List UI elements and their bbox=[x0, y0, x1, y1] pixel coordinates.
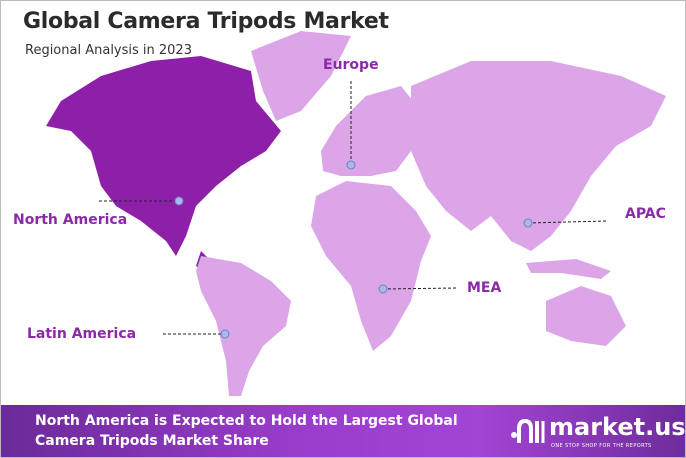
label-mea: MEA bbox=[467, 280, 502, 296]
asia-shape bbox=[411, 61, 666, 251]
footer-banner: North America is Expected to Hold the La… bbox=[1, 405, 685, 457]
label-latin-america: Latin America bbox=[27, 326, 137, 342]
north-america-shape bbox=[46, 56, 281, 286]
europe-shape bbox=[321, 86, 421, 176]
market-us-logo-icon bbox=[511, 418, 545, 443]
australia-shape bbox=[546, 286, 626, 346]
page-title: Global Camera Tripods Market bbox=[23, 9, 389, 34]
mea-leader bbox=[382, 287, 457, 290]
apac-marker bbox=[523, 218, 533, 228]
logo-name: market.us bbox=[549, 413, 686, 441]
banner-text: North America is Expected to Hold the La… bbox=[35, 413, 458, 449]
latin-america-marker bbox=[220, 329, 230, 339]
mea-marker bbox=[378, 284, 388, 294]
page-subtitle: Regional Analysis in 2023 bbox=[25, 43, 192, 58]
apac-leader bbox=[527, 220, 609, 224]
north-america-marker bbox=[174, 196, 184, 206]
europe-marker bbox=[346, 160, 356, 170]
latin-america-shape bbox=[196, 256, 291, 396]
label-europe: Europe bbox=[323, 57, 379, 73]
connector-lines bbox=[99, 81, 609, 335]
logo-tagline: ONE STOP SHOP FOR THE REPORTS bbox=[551, 443, 652, 449]
indonesia-shape bbox=[526, 259, 611, 279]
greenland-shape bbox=[251, 31, 351, 121]
label-north-america: North America bbox=[13, 212, 128, 228]
africa-shape bbox=[311, 181, 431, 351]
label-apac: APAC bbox=[625, 206, 666, 222]
market-us-logo: market.us ONE STOP SHOP FOR THE REPORTS bbox=[509, 413, 685, 453]
world-map bbox=[46, 31, 666, 396]
